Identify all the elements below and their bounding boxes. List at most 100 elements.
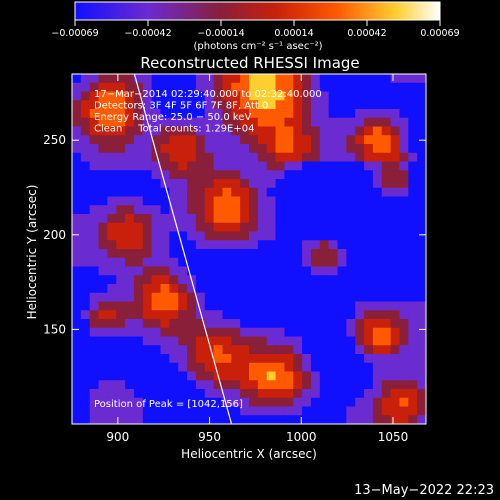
heatmap-cell: [240, 144, 250, 154]
heatmap-cell: [328, 362, 339, 373]
heatmap-cell: [328, 266, 339, 276]
heatmap-cell: [284, 397, 294, 408]
heatmap-cell: [310, 126, 321, 136]
heatmap-cell: [231, 179, 241, 189]
heatmap-cell: [213, 109, 224, 119]
heatmap-cell: [399, 100, 409, 110]
heatmap-cell: [187, 214, 197, 224]
heatmap-cell: [257, 362, 268, 373]
heatmap-cell: [302, 126, 312, 136]
heatmap-cell: [231, 205, 241, 215]
heatmap-cell: [160, 389, 170, 399]
heatmap-cell: [142, 371, 153, 381]
heatmap-cell: [125, 301, 135, 311]
heatmap-cell: [80, 275, 91, 285]
heatmap-cell: [284, 196, 294, 206]
heatmap-cell: [160, 310, 170, 320]
colorbar-tick-label: −0.00069: [51, 28, 98, 39]
heatmap-cell: [89, 240, 100, 250]
heatmap-cell: [328, 231, 339, 241]
heatmap-cell: [178, 257, 188, 268]
heatmap-cell: [284, 91, 294, 101]
heatmap-cell: [142, 380, 153, 390]
heatmap-cell: [195, 249, 206, 259]
heatmap-cell: [89, 275, 100, 285]
heatmap-cell: [381, 397, 392, 408]
heatmap-cell: [222, 310, 232, 320]
heatmap-cell: [231, 144, 241, 154]
heatmap-cell: [275, 117, 285, 128]
heatmap-cell: [116, 310, 126, 320]
heatmap-cell: [355, 144, 365, 154]
heatmap-cell: [169, 74, 179, 84]
heatmap-cell: [355, 170, 365, 180]
heatmap-cell: [89, 284, 100, 294]
heatmap-cell: [125, 74, 135, 84]
heatmap-cell: [178, 266, 188, 276]
heatmap-cell: [417, 371, 426, 381]
heatmap-cell: [319, 380, 330, 390]
heatmap-cell: [231, 292, 241, 303]
heatmap-cell: [133, 301, 144, 311]
heatmap-cell: [390, 231, 401, 241]
heatmap-cell: [98, 301, 108, 311]
heatmap-cell: [116, 266, 126, 276]
heatmap-cell: [72, 257, 82, 268]
heatmap-cell: [80, 109, 91, 119]
heatmap-cell: [346, 91, 356, 101]
heatmap-cell: [293, 187, 303, 198]
heatmap-cell: [275, 354, 285, 364]
heatmap-cell: [89, 362, 100, 373]
heatmap-cell: [293, 240, 303, 250]
heatmap-cell: [302, 266, 312, 276]
heatmap-cell: [319, 109, 330, 119]
heatmap-cell: [408, 100, 418, 110]
heatmap-cell: [417, 214, 426, 224]
heatmap-cell: [364, 196, 374, 206]
heatmap-cell: [328, 415, 339, 424]
heatmap-cell: [107, 362, 117, 373]
heatmap-cell: [107, 371, 117, 381]
heatmap-cell: [266, 161, 277, 171]
heatmap-cell: [151, 380, 162, 390]
heatmap-cell: [178, 91, 188, 101]
heatmap-cell: [231, 109, 241, 119]
heatmap-cell: [319, 319, 330, 329]
heatmap-cell: [187, 301, 197, 311]
heatmap-cell: [372, 301, 383, 311]
heatmap-cell: [319, 152, 330, 163]
heatmap-cell: [133, 397, 144, 408]
heatmap-cell: [72, 354, 82, 364]
heatmap-cell: [310, 371, 321, 381]
heatmap-cell: [98, 380, 108, 390]
heatmap-cell: [266, 345, 277, 355]
heatmap-cell: [417, 187, 426, 198]
heatmap-cell: [195, 284, 206, 294]
heatmap-cell: [390, 319, 401, 329]
heatmap-cell: [257, 415, 268, 424]
heatmap-cell: [275, 179, 285, 189]
heatmap-cell: [72, 275, 82, 285]
heatmap-cell: [222, 126, 232, 136]
heatmap-cell: [222, 345, 232, 355]
heatmap-cell: [293, 126, 303, 136]
heatmap-cell: [372, 310, 383, 320]
heatmap-cell: [257, 257, 268, 268]
heatmap-cell: [399, 319, 409, 329]
heatmap-cell: [346, 354, 356, 364]
heatmap-cell: [204, 152, 215, 163]
heatmap-cell: [231, 301, 241, 311]
heatmap-cell: [337, 179, 347, 189]
heatmap-cell: [222, 100, 232, 110]
heatmap-cell: [310, 380, 321, 390]
heatmap-cell: [337, 152, 347, 163]
heatmap-cell: [240, 135, 250, 145]
heatmap-cell: [240, 100, 250, 110]
heatmap-cell: [355, 109, 365, 119]
heatmap-cell: [381, 91, 392, 101]
info-line: Clean Total counts: 1.29E+04: [94, 124, 254, 135]
heatmap-cell: [266, 336, 277, 346]
heatmap-cell: [302, 196, 312, 206]
heatmap-cell: [364, 126, 374, 136]
heatmap-cell: [107, 170, 117, 180]
